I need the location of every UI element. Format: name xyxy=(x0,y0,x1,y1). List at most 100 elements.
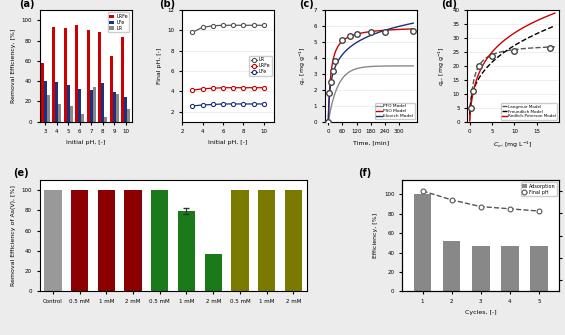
PSO Model xyxy=(386,28,393,32)
Legend: LR, LRFe, LFe: LR, LRFe, LFe xyxy=(249,56,272,76)
Bar xyxy=(75,25,79,122)
PSO Model xyxy=(386,28,393,32)
Legend: Langmuir Model, Freundlich Model, Redlich-Peterson Model: Langmuir Model, Freundlich Model, Redlic… xyxy=(501,104,557,120)
PFO Model xyxy=(353,67,359,71)
Bar xyxy=(121,38,124,122)
Text: (e): (e) xyxy=(13,169,28,179)
Line: LRFe: LRFe xyxy=(190,86,266,92)
Redlich-Peterson Model xyxy=(466,119,473,123)
Final pH xyxy=(448,198,455,202)
LRFe xyxy=(199,87,206,91)
Bar xyxy=(501,246,519,291)
Freundlich Model xyxy=(466,113,473,117)
Text: (a): (a) xyxy=(19,0,35,9)
Final pH xyxy=(419,189,426,193)
PFO Model xyxy=(410,64,416,68)
Bar xyxy=(44,190,62,291)
Bar xyxy=(124,97,127,122)
Bar xyxy=(81,114,84,122)
LFe xyxy=(230,102,237,106)
LFe xyxy=(250,102,257,106)
Bar xyxy=(55,82,58,122)
Bar xyxy=(53,27,55,122)
Bar xyxy=(71,190,88,291)
Text: (f): (f) xyxy=(358,169,371,179)
Legend: LRFe, LFe, LR: LRFe, LFe, LR xyxy=(108,12,129,32)
Line: Freundlich Model: Freundlich Model xyxy=(470,26,555,115)
LR xyxy=(220,23,227,27)
PSO Model xyxy=(335,44,342,48)
PFO Model xyxy=(335,83,342,87)
X-axis label: Initial pH, [-]: Initial pH, [-] xyxy=(208,140,248,145)
Y-axis label: $q_t$, [mg g$^{-1}$]: $q_t$, [mg g$^{-1}$] xyxy=(298,47,308,85)
Elovich Model xyxy=(379,29,385,33)
Langmuir Model xyxy=(476,62,483,66)
PSO Model xyxy=(359,31,366,35)
Bar xyxy=(90,90,93,122)
Langmuir Model xyxy=(500,49,507,53)
Bar xyxy=(64,28,67,122)
Bar xyxy=(258,190,275,291)
LR xyxy=(260,23,267,27)
Bar xyxy=(231,190,249,291)
LRFe xyxy=(260,86,267,90)
Elovich Model xyxy=(325,120,332,124)
X-axis label: Time, [min]: Time, [min] xyxy=(353,140,389,145)
Line: Elovich Model: Elovich Model xyxy=(328,23,413,122)
Langmuir Model xyxy=(520,47,527,51)
Line: Langmuir Model: Langmuir Model xyxy=(470,47,555,121)
Bar xyxy=(285,190,302,291)
Bar xyxy=(178,211,195,291)
LRFe xyxy=(220,86,227,90)
LRFe xyxy=(230,86,237,90)
Bar xyxy=(47,95,50,122)
PSO Model xyxy=(325,120,332,124)
Text: (d): (d) xyxy=(442,0,458,9)
Final pH xyxy=(477,205,484,209)
Bar xyxy=(44,81,47,122)
Line: PFO Model: PFO Model xyxy=(328,66,413,122)
Bar xyxy=(414,194,431,291)
Text: (c): (c) xyxy=(299,0,314,9)
Y-axis label: Removal Efficiency, [%]: Removal Efficiency, [%] xyxy=(11,29,16,103)
Bar xyxy=(87,30,90,122)
Redlich-Peterson Model xyxy=(500,39,507,43)
LRFe xyxy=(189,88,195,92)
LR xyxy=(189,30,195,35)
LFe xyxy=(220,102,227,106)
Redlich-Peterson Model xyxy=(528,21,535,25)
Y-axis label: Removal Efficiency of As(V), [%]: Removal Efficiency of As(V), [%] xyxy=(11,185,16,286)
Bar xyxy=(101,83,105,122)
Langmuir Model xyxy=(494,51,501,55)
Line: PSO Model: PSO Model xyxy=(328,29,413,122)
Bar xyxy=(70,107,73,122)
Bar xyxy=(67,85,70,122)
Y-axis label: Efficiency, [%]: Efficiency, [%] xyxy=(373,213,379,258)
Bar xyxy=(113,92,116,122)
LRFe xyxy=(210,86,216,90)
Freundlich Model xyxy=(500,51,507,55)
LR xyxy=(250,23,257,27)
Elovich Model xyxy=(353,41,359,45)
Bar xyxy=(530,246,547,291)
LRFe xyxy=(250,86,257,90)
X-axis label: Initial pH, [-]: Initial pH, [-] xyxy=(66,140,105,145)
Elovich Model xyxy=(386,27,393,31)
LFe xyxy=(240,102,247,106)
Bar xyxy=(443,241,460,291)
LFe xyxy=(210,103,216,107)
LR xyxy=(230,23,237,27)
Bar xyxy=(110,56,113,122)
Legend: PFO Model, PSO Model, Elovich Model: PFO Model, PSO Model, Elovich Model xyxy=(375,103,415,120)
Elovich Model xyxy=(335,58,342,62)
LRFe xyxy=(240,86,247,90)
Langmuir Model xyxy=(528,46,534,50)
Freundlich Model xyxy=(551,24,558,28)
LFe xyxy=(260,102,267,106)
LFe xyxy=(199,103,206,107)
Freundlich Model xyxy=(528,34,535,38)
X-axis label: Cycles, [-]: Cycles, [-] xyxy=(465,310,497,315)
Langmuir Model xyxy=(466,119,473,123)
Bar xyxy=(41,63,44,122)
Bar xyxy=(472,246,489,291)
